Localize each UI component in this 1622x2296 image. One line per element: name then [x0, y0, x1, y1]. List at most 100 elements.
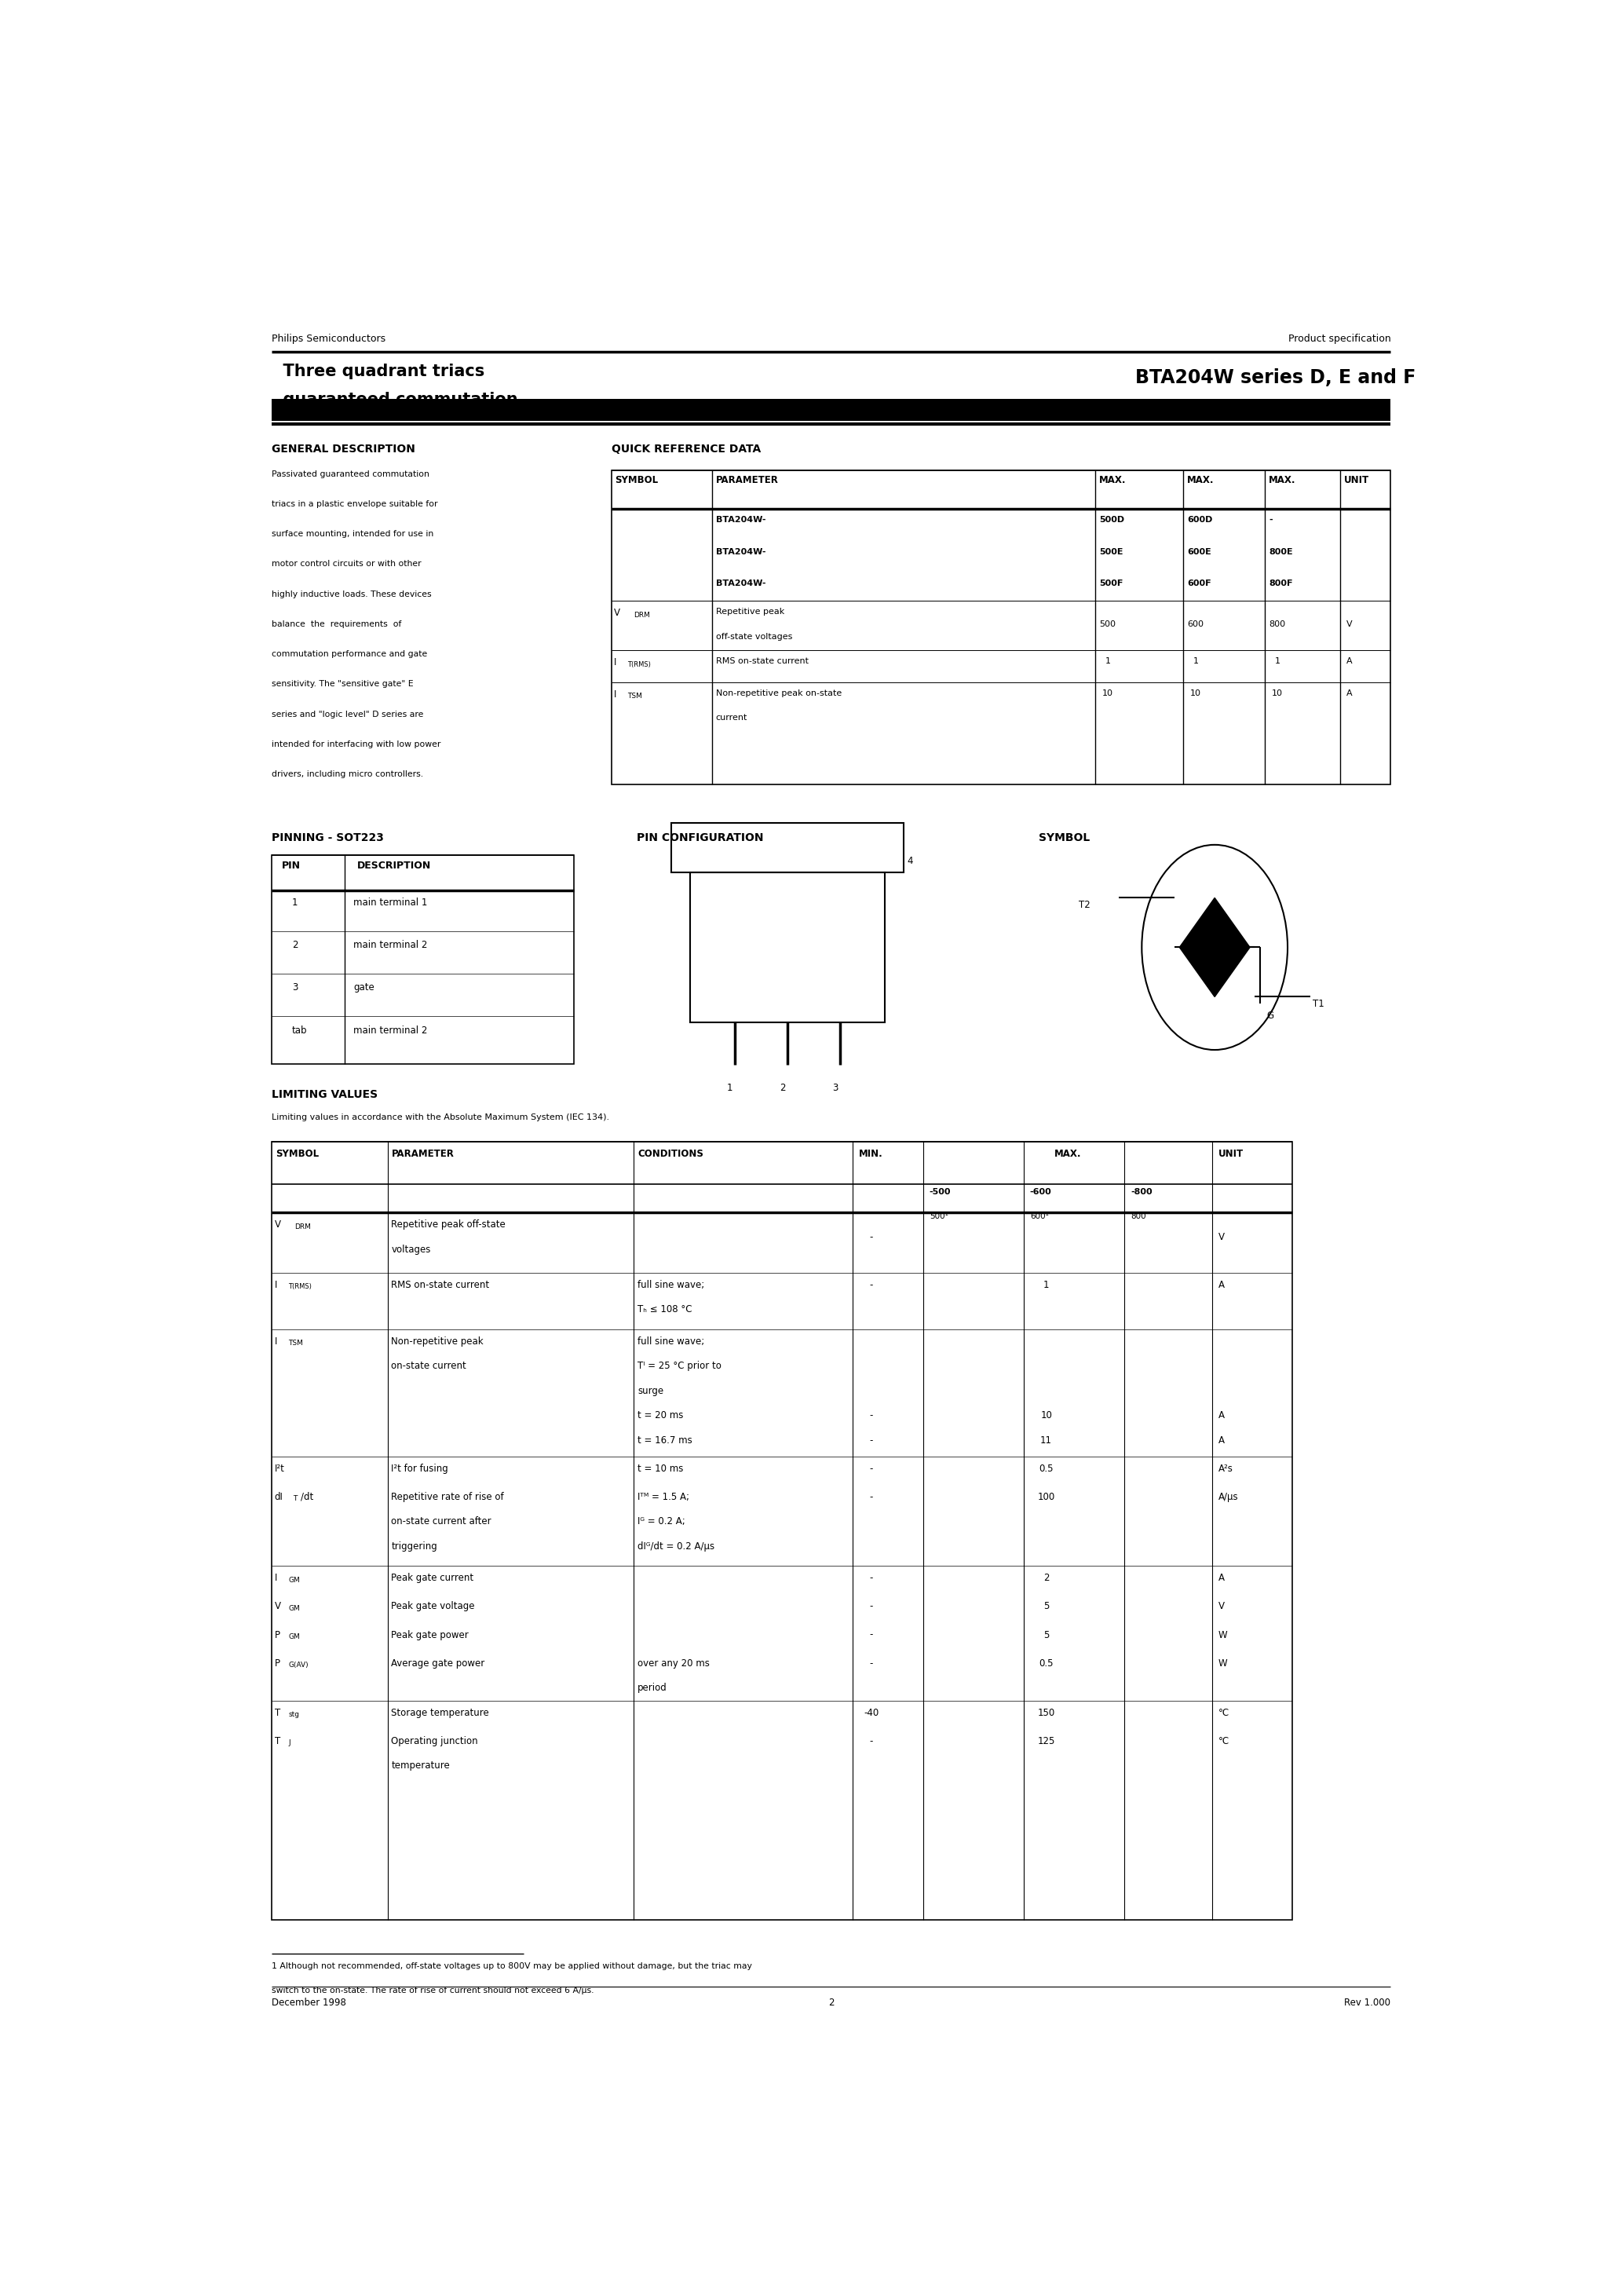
Text: on-state current: on-state current	[391, 1362, 467, 1371]
Text: main terminal 2: main terminal 2	[354, 941, 428, 951]
Text: 11: 11	[1040, 1435, 1053, 1446]
Text: W: W	[1218, 1630, 1228, 1639]
Text: sensitivity. The "sensitive gate" E: sensitivity. The "sensitive gate" E	[272, 680, 414, 689]
Text: A/μs: A/μs	[1218, 1492, 1239, 1502]
Text: GM: GM	[289, 1577, 300, 1584]
Text: guaranteed commutation: guaranteed commutation	[272, 393, 517, 409]
Text: -: -	[869, 1279, 873, 1290]
Text: 600: 600	[1187, 620, 1204, 629]
Text: A: A	[1346, 689, 1353, 698]
Text: Iᴳ = 0.2 A;: Iᴳ = 0.2 A;	[637, 1518, 686, 1527]
Text: LIMITING VALUES: LIMITING VALUES	[272, 1088, 378, 1100]
Text: Passivated guaranteed commutation: Passivated guaranteed commutation	[272, 471, 430, 478]
Text: 1: 1	[1043, 1279, 1049, 1290]
Text: T(RMS): T(RMS)	[628, 661, 650, 668]
Text: 600F: 600F	[1187, 579, 1212, 588]
Text: -: -	[869, 1573, 873, 1584]
Text: 1 Although not recommended, off-state voltages up to 800V may be applied without: 1 Although not recommended, off-state vo…	[272, 1963, 753, 1970]
Text: 1: 1	[1105, 657, 1111, 666]
Text: UNIT: UNIT	[1218, 1148, 1244, 1159]
Text: main terminal 2: main terminal 2	[354, 1024, 428, 1035]
Text: PARAMETER: PARAMETER	[391, 1148, 454, 1159]
Text: -: -	[869, 1630, 873, 1639]
Text: over any 20 ms: over any 20 ms	[637, 1658, 710, 1669]
Text: 1: 1	[727, 1084, 733, 1093]
Text: Philips Semiconductors: Philips Semiconductors	[272, 333, 386, 344]
Text: current: current	[715, 714, 748, 721]
Text: BTA204W-: BTA204W-	[715, 549, 766, 556]
Text: -600: -600	[1030, 1187, 1051, 1196]
Text: A: A	[1218, 1279, 1225, 1290]
Text: MIN.: MIN.	[860, 1148, 882, 1159]
Text: V: V	[1218, 1233, 1225, 1242]
Text: drivers, including micro controllers.: drivers, including micro controllers.	[272, 771, 423, 778]
Text: commutation performance and gate: commutation performance and gate	[272, 650, 428, 659]
Text: 0.5: 0.5	[1040, 1658, 1054, 1669]
Text: GENERAL DESCRIPTION: GENERAL DESCRIPTION	[272, 443, 415, 455]
Text: I: I	[274, 1336, 277, 1345]
Bar	[689, 872, 884, 1022]
Text: A²s: A²s	[1218, 1463, 1233, 1474]
Text: 600D: 600D	[1187, 517, 1212, 523]
Text: 600E: 600E	[1187, 549, 1212, 556]
Text: Average gate power: Average gate power	[391, 1658, 485, 1669]
Text: Repetitive peak: Repetitive peak	[715, 608, 783, 615]
Text: V: V	[274, 1219, 281, 1231]
Text: 4: 4	[907, 856, 913, 866]
Text: 500: 500	[1100, 620, 1116, 629]
Text: voltages: voltages	[391, 1244, 431, 1254]
Text: full sine wave;: full sine wave;	[637, 1336, 704, 1345]
Text: TSM: TSM	[289, 1341, 303, 1348]
Text: G: G	[1267, 1010, 1273, 1022]
Text: Peak gate power: Peak gate power	[391, 1630, 469, 1639]
Text: 2: 2	[292, 941, 298, 951]
Text: -: -	[1268, 517, 1272, 523]
Text: Repetitive peak off-state: Repetitive peak off-state	[391, 1219, 506, 1231]
Text: 0.5: 0.5	[1040, 1463, 1054, 1474]
Text: -: -	[869, 1603, 873, 1612]
Text: Operating junction: Operating junction	[391, 1736, 478, 1745]
Text: V: V	[274, 1603, 281, 1612]
Text: triacs in a plastic envelope suitable for: triacs in a plastic envelope suitable fo…	[272, 501, 438, 507]
Text: V: V	[1346, 620, 1353, 629]
Text: temperature: temperature	[391, 1761, 449, 1770]
Text: A: A	[1218, 1435, 1225, 1446]
Text: MAX.: MAX.	[1268, 475, 1296, 484]
Text: DRM: DRM	[634, 611, 650, 618]
Text: SYMBOL: SYMBOL	[615, 475, 659, 484]
Text: J: J	[289, 1740, 290, 1747]
Text: 3: 3	[292, 983, 298, 992]
Text: V: V	[613, 608, 620, 618]
Text: motor control circuits or with other: motor control circuits or with other	[272, 560, 422, 567]
Text: -: -	[869, 1736, 873, 1745]
Text: period: period	[637, 1683, 667, 1692]
Text: t = 20 ms: t = 20 ms	[637, 1410, 683, 1421]
Text: °C: °C	[1218, 1736, 1229, 1745]
Text: Storage temperature: Storage temperature	[391, 1708, 490, 1717]
Text: -: -	[869, 1658, 873, 1669]
Text: PIN CONFIGURATION: PIN CONFIGURATION	[636, 833, 764, 843]
Text: A: A	[1218, 1410, 1225, 1421]
Text: 800F: 800F	[1268, 579, 1293, 588]
Text: switch to the on-state. The rate of rise of current should not exceed 6 A/μs.: switch to the on-state. The rate of rise…	[272, 1986, 594, 1995]
Text: 10: 10	[1040, 1410, 1053, 1421]
Text: balance  the  requirements  of: balance the requirements of	[272, 620, 402, 629]
Text: full sine wave;: full sine wave;	[637, 1279, 704, 1290]
Text: December 1998: December 1998	[272, 1998, 347, 2007]
Text: intended for interfacing with low power: intended for interfacing with low power	[272, 742, 441, 748]
Text: Peak gate voltage: Peak gate voltage	[391, 1603, 475, 1612]
Text: 800: 800	[1270, 620, 1286, 629]
Text: 10: 10	[1272, 689, 1283, 698]
Text: DESCRIPTION: DESCRIPTION	[357, 861, 431, 870]
Text: QUICK REFERENCE DATA: QUICK REFERENCE DATA	[611, 443, 761, 455]
Text: TSM: TSM	[628, 693, 642, 700]
Text: on-state current after: on-state current after	[391, 1518, 491, 1527]
Text: UNIT: UNIT	[1345, 475, 1369, 484]
Text: V: V	[1218, 1603, 1225, 1612]
Bar	[272, 1141, 1293, 1919]
Text: 10: 10	[1103, 689, 1113, 698]
Text: DRM: DRM	[295, 1224, 311, 1231]
Text: 800: 800	[1131, 1212, 1145, 1221]
Text: W: W	[1218, 1658, 1228, 1669]
Text: 125: 125	[1038, 1736, 1054, 1745]
